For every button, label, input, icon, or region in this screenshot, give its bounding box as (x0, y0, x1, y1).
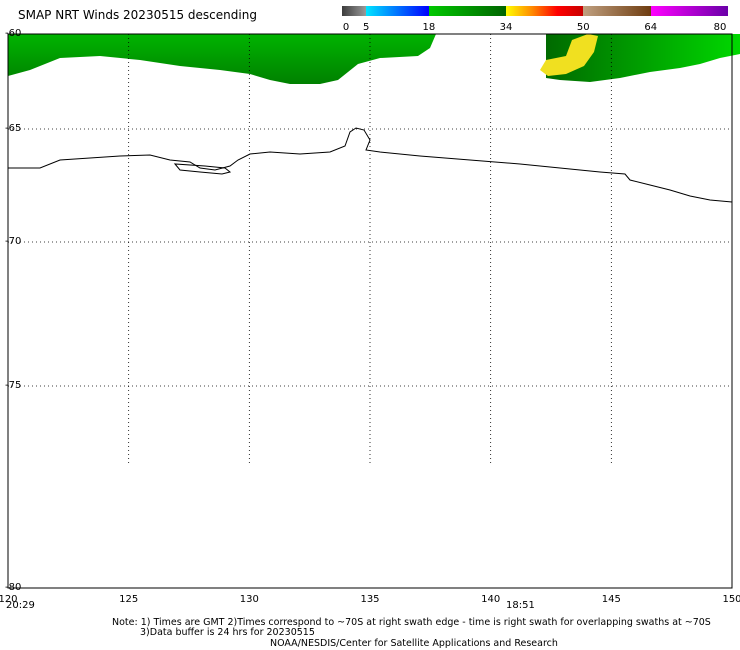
longitude-label: 125 (119, 594, 139, 605)
wind-swath-yellow (540, 34, 598, 76)
colorbar-tick-label: 80 (713, 22, 727, 33)
latitude-label: -80 (5, 582, 22, 593)
note-line-2: 3)Data buffer is 24 hrs for 20230515 (140, 627, 315, 638)
colorbar-tick-label: 0 (342, 22, 350, 33)
longitude-label: 130 (239, 594, 259, 605)
colorbar-segment (342, 6, 367, 16)
map-title: SMAP NRT Winds 20230515 descending (18, 8, 257, 22)
colorbar-tick-label: 64 (644, 22, 658, 33)
colorbar-segment (506, 6, 584, 16)
colorbar-segment (366, 6, 429, 16)
time-label-left: 20:29 (6, 600, 35, 611)
latitude-label: -65 (5, 123, 22, 134)
longitude-label: 150 (722, 594, 740, 605)
longitude-label: 140 (481, 594, 501, 605)
colorbar-tick-label: 18 (422, 22, 436, 33)
latitude-label: -70 (5, 236, 22, 247)
time-label-mid: 18:51 (506, 600, 535, 611)
colorbar-segment (650, 6, 728, 16)
latitude-label: -60 (5, 28, 22, 39)
colorbar-tick-label: 50 (576, 22, 590, 33)
note-line-3: NOAA/NESDIS/Center for Satellite Applica… (270, 638, 558, 649)
longitude-label: 145 (601, 594, 621, 605)
wind-speed-colorbar: 0 5 18 34 50 64 80 (342, 6, 728, 33)
colorbar-tick-label: 34 (499, 22, 513, 33)
note-line-1: Note: 1) Times are GMT 2)Times correspon… (112, 617, 711, 628)
wind-swath-green-left (8, 34, 436, 84)
colorbar-segment (428, 6, 507, 16)
colorbar-segment (583, 6, 651, 16)
longitude-label: 120 (0, 594, 18, 605)
colorbar-tick-label: 5 (362, 22, 370, 33)
longitude-label: 135 (360, 594, 380, 605)
antarctic-coastline (8, 127, 733, 203)
latitude-label: -75 (5, 380, 22, 391)
